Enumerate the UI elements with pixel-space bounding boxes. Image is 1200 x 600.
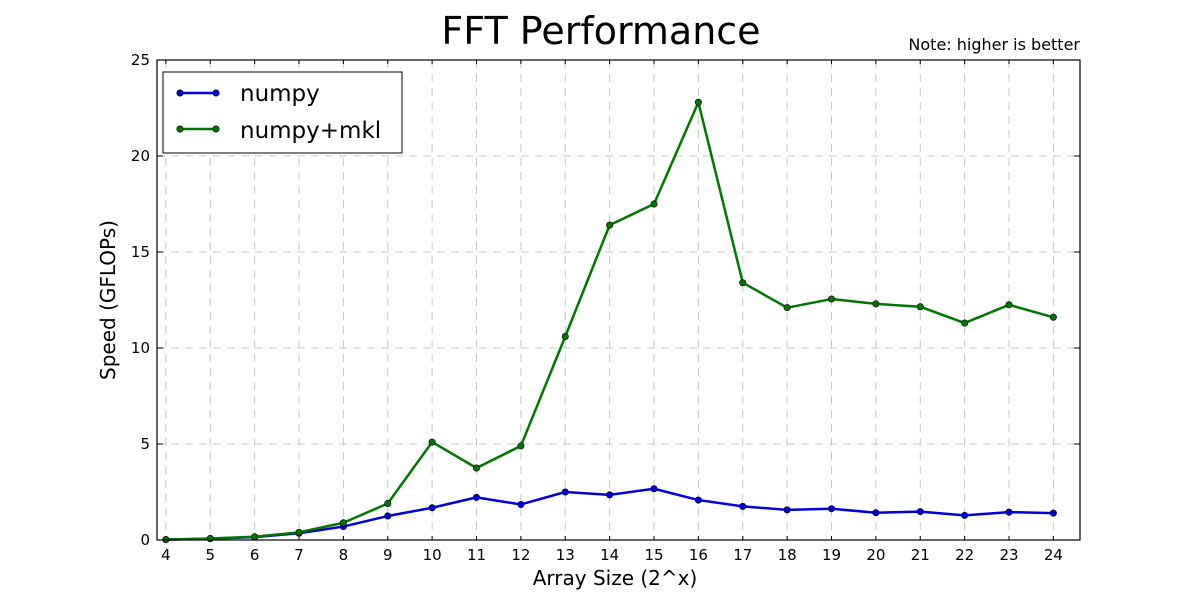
data-point-numpy-mkl — [606, 221, 614, 229]
data-point-numpy — [606, 491, 614, 499]
y-tick-label: 20 — [131, 147, 150, 165]
x-tick-label: 18 — [778, 546, 797, 564]
x-tick-label: 20 — [866, 546, 885, 564]
x-tick-label: 4 — [161, 546, 171, 564]
x-tick-label: 15 — [644, 546, 663, 564]
y-axis-label: Speed (GFLOPs) — [96, 220, 120, 380]
chart-title: FFT Performance — [441, 9, 760, 53]
x-tick-label: 17 — [733, 546, 752, 564]
data-point-numpy — [916, 508, 924, 516]
x-tick-label: 5 — [205, 546, 215, 564]
data-point-numpy-mkl — [206, 534, 214, 542]
series-line-numpy-mkl — [165, 100, 1054, 541]
data-point-numpy — [694, 496, 702, 504]
x-tick-label: 23 — [999, 546, 1018, 564]
series-layer — [162, 98, 1057, 544]
data-point-numpy-mkl — [739, 279, 747, 287]
data-point-numpy — [472, 493, 480, 501]
x-tick-label: 19 — [822, 546, 841, 564]
data-point-numpy-mkl — [827, 295, 835, 303]
x-tick-label: 10 — [423, 546, 442, 564]
x-tick-label: 9 — [383, 546, 393, 564]
x-tick-label: 6 — [250, 546, 260, 564]
legend-box — [162, 71, 403, 154]
data-point-numpy-mkl — [872, 300, 880, 308]
data-point-numpy-mkl — [517, 442, 525, 450]
x-tick-label: 13 — [556, 546, 575, 564]
x-tick-label: 7 — [294, 546, 304, 564]
data-point-numpy — [1049, 509, 1057, 517]
chart-note: Note: higher is better — [908, 35, 1080, 54]
x-tick-label: 21 — [911, 546, 930, 564]
data-point-numpy-mkl — [428, 438, 436, 446]
data-point-numpy-mkl — [961, 319, 969, 327]
data-point-numpy-mkl — [650, 200, 658, 208]
x-axis-label: Array Size (2^x) — [533, 566, 698, 590]
x-tick-label: 22 — [955, 546, 974, 564]
data-point-numpy — [827, 505, 835, 513]
data-point-numpy — [428, 504, 436, 512]
data-point-numpy — [561, 488, 569, 496]
y-tick-label: 25 — [131, 51, 150, 69]
legend-label-numpy: numpy — [240, 81, 320, 107]
legend-marker-numpy-mkl — [176, 125, 184, 133]
x-tick-label: 14 — [600, 546, 619, 564]
data-point-numpy-mkl — [1049, 313, 1057, 321]
data-point-numpy — [783, 506, 791, 514]
x-tick-label: 11 — [467, 546, 486, 564]
legend-marker-numpy — [176, 89, 184, 97]
data-point-numpy — [739, 502, 747, 510]
x-tick-label: 16 — [689, 546, 708, 564]
data-point-numpy — [384, 512, 392, 520]
legend-marker-numpy-mkl — [212, 125, 220, 133]
data-point-numpy-mkl — [916, 303, 924, 311]
data-point-numpy-mkl — [339, 519, 347, 527]
y-tick-label: 15 — [131, 243, 150, 261]
data-point-numpy — [1005, 508, 1013, 516]
axis-ticks: 4 5 6 7 8 9 10 11 12 13 14 15 16 17 18 19 20 21 22 23 24 0 5 10… — [131, 51, 1080, 564]
data-point-numpy-mkl — [251, 533, 259, 541]
y-tick-label: 10 — [131, 339, 150, 357]
data-point-numpy-mkl — [472, 464, 480, 472]
plot-frame — [156, 59, 1081, 541]
data-point-numpy — [961, 511, 969, 519]
legend-marker-numpy — [212, 89, 220, 97]
data-point-numpy — [872, 509, 880, 517]
data-point-numpy-mkl — [384, 500, 392, 508]
data-point-numpy-mkl — [295, 528, 303, 536]
legend-label-numpy-mkl: numpy+mkl — [240, 118, 381, 144]
y-tick-label: 0 — [140, 531, 150, 549]
data-point-numpy-mkl — [561, 332, 569, 340]
data-point-numpy-mkl — [1005, 301, 1013, 309]
data-point-numpy — [517, 500, 525, 508]
y-tick-label: 5 — [140, 435, 150, 453]
data-point-numpy-mkl — [694, 98, 702, 106]
x-tick-label: 12 — [511, 546, 530, 564]
x-tick-label: 24 — [1044, 546, 1063, 564]
x-tick-label: 8 — [339, 546, 349, 564]
data-point-numpy — [650, 485, 658, 493]
legend: numpy numpy+mkl — [162, 71, 403, 154]
data-point-numpy-mkl — [783, 304, 791, 312]
